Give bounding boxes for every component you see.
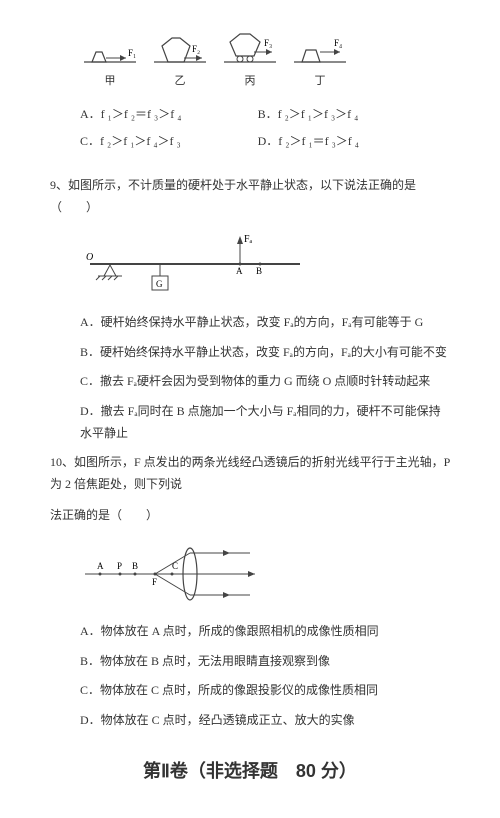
q8-option-b: B．f ₂＞f ₁＞f ₃＞f ₄ — [258, 104, 436, 126]
q9-stem: 9、如图所示，不计质量的硬杆处于水平静止状态，以下说法正确的是（ ） — [50, 175, 450, 218]
q10-option-a: A．物体放在 A 点时，所成的像跟照相机的成像性质相同 — [80, 621, 450, 643]
lever-diagram-icon: O G A B Fₐ — [80, 230, 320, 300]
q8-options: A．f ₁＞f ₂＝f ₃＞f ₄ B．f ₂＞f ₁＞f ₃＞f ₄ C．f … — [80, 104, 450, 159]
q10-stem-line2: 法正确的是（ ） — [50, 505, 450, 527]
force-label-2: F₂ — [192, 44, 200, 54]
q10-option-c: C．物体放在 C 点时，所成的像跟投影仪的成像性质相同 — [80, 680, 450, 702]
q8-diagram-yi: F₂ 乙 — [150, 30, 210, 92]
q8-diagram-ding: F₄ 丁 — [290, 30, 350, 92]
label-B: B — [256, 266, 262, 276]
q10-stem-line1: 10、如图所示，F 点发出的两条光线经凸透镜后的折射光线平行于主光轴，P 为 2… — [50, 452, 450, 495]
label-FA: Fₐ — [244, 234, 253, 245]
q9-figure: O G A B Fₐ — [80, 230, 450, 300]
label-G: G — [156, 279, 163, 289]
q8-option-a-text: f ₁＞f ₂＝f ₃＞f ₄ — [101, 107, 182, 121]
force-label-1: F₁ — [128, 48, 136, 58]
q8-diagram-bing: F₃ 丙 — [220, 30, 280, 92]
diagram-label-bing: 丙 — [245, 72, 256, 92]
diagram-label-jia: 甲 — [105, 72, 116, 92]
label-O: O — [86, 252, 93, 263]
force-label-3: F₃ — [264, 38, 272, 48]
q10-figure: A P B F C — [80, 539, 450, 609]
shape-yi-icon: F₂ — [150, 30, 210, 72]
lens-label-B: B — [132, 561, 138, 571]
lens-label-A: A — [97, 561, 104, 571]
diagram-label-yi: 乙 — [175, 72, 186, 92]
q8-option-d: D．f ₂＞f ₁＝f ₃＞f ₄ — [258, 131, 436, 153]
force-label-4: F₄ — [334, 38, 342, 48]
diagram-label-ding: 丁 — [315, 72, 326, 92]
shape-bing-icon: F₃ — [220, 30, 280, 72]
q8-diagrams: F₁ 甲 F₂ 乙 F₃ 丙 F₄ — [80, 30, 450, 92]
q9-option-d: D．撤去 Fₐ同时在 B 点施加一个大小与 Fₐ相同的力，硬杆不可能保持水平静止 — [80, 401, 450, 444]
q10-option-b: B．物体放在 B 点时，无法用眼睛直接观察到像 — [80, 651, 450, 673]
section-2-title: 第Ⅱ卷（非选择题 80 分） — [50, 755, 450, 787]
q8-option-c-text: f ₂＞f ₁＞f ₄＞f ₃ — [100, 134, 181, 148]
q9-option-b: B．硬杆始终保持水平静止状态，改变 Fₐ的方向，Fₐ的大小有可能不变 — [80, 342, 450, 364]
q8-option-c: C．f ₂＞f ₁＞f ₄＞f ₃ — [80, 131, 258, 153]
q9-option-c: C．撤去 Fₐ硬杆会因为受到物体的重力 G 而绕 O 点顺时针转动起来 — [80, 371, 450, 393]
shape-jia-icon: F₁ — [80, 30, 140, 72]
label-A: A — [236, 266, 243, 276]
q9-option-a: A．硬杆始终保持水平静止状态，改变 Fₐ的方向，Fₐ有可能等于 G — [80, 312, 450, 334]
lens-label-P: P — [117, 561, 122, 571]
shape-ding-icon: F₄ — [290, 30, 350, 72]
q8-option-b-text: f ₂＞f ₁＞f ₃＞f ₄ — [278, 107, 359, 121]
q8-diagram-jia: F₁ 甲 — [80, 30, 140, 92]
q8-option-a: A．f ₁＞f ₂＝f ₃＞f ₄ — [80, 104, 258, 126]
q10-option-d: D．物体放在 C 点时，经凸透镜成正立、放大的实像 — [80, 710, 450, 732]
q8-option-d-text: f ₂＞f ₁＝f ₃＞f ₄ — [278, 134, 359, 148]
lens-diagram-icon: A P B F C — [80, 539, 260, 609]
lens-label-F: F — [152, 577, 157, 587]
